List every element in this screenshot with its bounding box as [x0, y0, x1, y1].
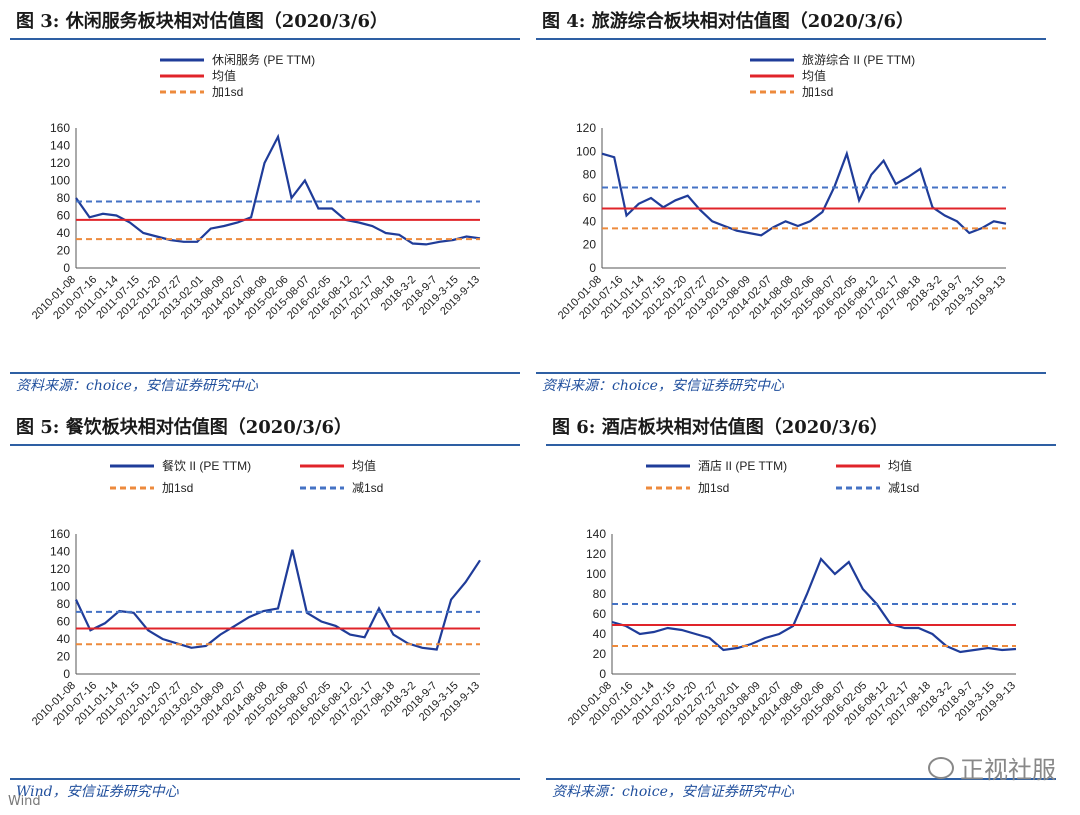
chart-svg-3: 0204060801001201401602010-01-082010-07-1… [30, 458, 482, 728]
y-tick-label: 120 [586, 547, 606, 561]
legend-label: 减1sd [888, 481, 919, 495]
y-tick-label: 100 [50, 580, 70, 594]
y-tick-label: 100 [586, 567, 606, 581]
chart-source: Wind，安信证券研究中心 [10, 778, 520, 804]
watermark: 正视社服 [928, 750, 1056, 785]
y-tick-label: 0 [589, 261, 596, 275]
y-tick-label: 40 [57, 226, 71, 240]
chart-svg-4: 0204060801001201402010-01-082010-07-1620… [566, 458, 1018, 728]
y-tick-label: 60 [57, 615, 71, 629]
legend-label: 加1sd [698, 481, 729, 495]
watermark-text: 正视社服 [960, 756, 1056, 784]
chart-panel-4: 图 6: 酒店板块相对估值图（2020/3/6） 0 20 40 60 80 100 120… [546, 410, 1066, 810]
y-tick-label: 140 [50, 139, 70, 153]
y-tick-label: 80 [593, 587, 607, 601]
y-tick-label: 60 [57, 209, 71, 223]
y-tick-label: 0 [599, 667, 606, 681]
y-tick-label: 40 [593, 627, 607, 641]
chart-source: 资料来源：choice，安信证券研究中心 [536, 372, 1046, 398]
y-tick-label: 20 [593, 647, 607, 661]
y-tick-label: 20 [57, 650, 71, 664]
chart-panel-2: 图 4: 旅游综合板块相对估值图（2020/3/6） 0 20 40 60 80 100 1… [536, 4, 1056, 404]
y-tick-label: 0 [63, 261, 70, 275]
legend-label: 酒店 II (PE TTM) [698, 459, 787, 473]
legend-label: 均值 [352, 458, 376, 473]
series-line [75, 133, 481, 246]
chart-svg-1: 0204060801001201401602010-01-082010-07-1… [30, 52, 482, 322]
legend-label: 餐饮 II (PE TTM) [162, 458, 251, 473]
wechat-icon [928, 756, 954, 779]
y-tick-label: 80 [57, 191, 71, 205]
legend-label: 加1sd [212, 85, 243, 99]
brand-mark: Wind [8, 794, 41, 809]
legend-label: 旅游综合 II (PE TTM) [802, 52, 915, 67]
y-tick-label: 60 [593, 607, 607, 621]
y-tick-label: 60 [583, 191, 597, 205]
y-tick-label: 20 [57, 244, 71, 258]
y-tick-label: 100 [576, 144, 596, 158]
chart-title: 图 6: 酒店板块相对估值图（2020/3/6） [546, 410, 1056, 446]
y-tick-label: 120 [50, 562, 70, 576]
y-tick-label: 20 [583, 238, 597, 252]
chart-title: 图 3: 休闲服务板块相对估值图（2020/3/6） [10, 4, 520, 40]
y-tick-label: 160 [50, 121, 70, 135]
series-line [601, 150, 1007, 237]
legend-label: 加1sd [162, 481, 193, 495]
legend-label: 均值 [212, 68, 236, 83]
chart-source: 资料来源：choice，安信证券研究中心 [10, 372, 520, 398]
series-line [75, 549, 481, 651]
y-tick-label: 140 [50, 545, 70, 559]
chart-svg-2: 0204060801001202010-01-082010-07-162011-… [556, 52, 1008, 322]
y-tick-label: 40 [57, 632, 71, 646]
series-line [611, 556, 1017, 654]
y-tick-label: 40 [583, 214, 597, 228]
legend-label: 均值 [888, 458, 912, 473]
y-tick-label: 120 [50, 156, 70, 170]
chart-title: 图 5: 餐饮板块相对估值图（2020/3/6） [10, 410, 520, 446]
y-tick-label: 160 [50, 527, 70, 541]
chart-panel-1: 图 3: 休闲服务板块相对估值图（2020/3/6） 0 20 40 60 80 100 1… [10, 4, 530, 404]
legend-label: 加1sd [802, 85, 833, 99]
chart-title: 图 4: 旅游综合板块相对估值图（2020/3/6） [536, 4, 1046, 40]
y-tick-label: 0 [63, 667, 70, 681]
legend-label: 休闲服务 (PE TTM) [212, 52, 315, 67]
y-tick-label: 120 [576, 121, 596, 135]
y-tick-label: 80 [583, 168, 597, 182]
legend-label: 均值 [802, 68, 826, 83]
legend-label: 减1sd [352, 481, 383, 495]
y-tick-label: 100 [50, 174, 70, 188]
y-tick-label: 80 [57, 597, 71, 611]
chart-source: 资料来源：choice，安信证券研究中心 [546, 778, 1056, 804]
chart-panel-3: 图 5: 餐饮板块相对估值图（2020/3/6） 0 20 40 60 80 100 120… [10, 410, 530, 810]
y-tick-label: 140 [586, 527, 606, 541]
